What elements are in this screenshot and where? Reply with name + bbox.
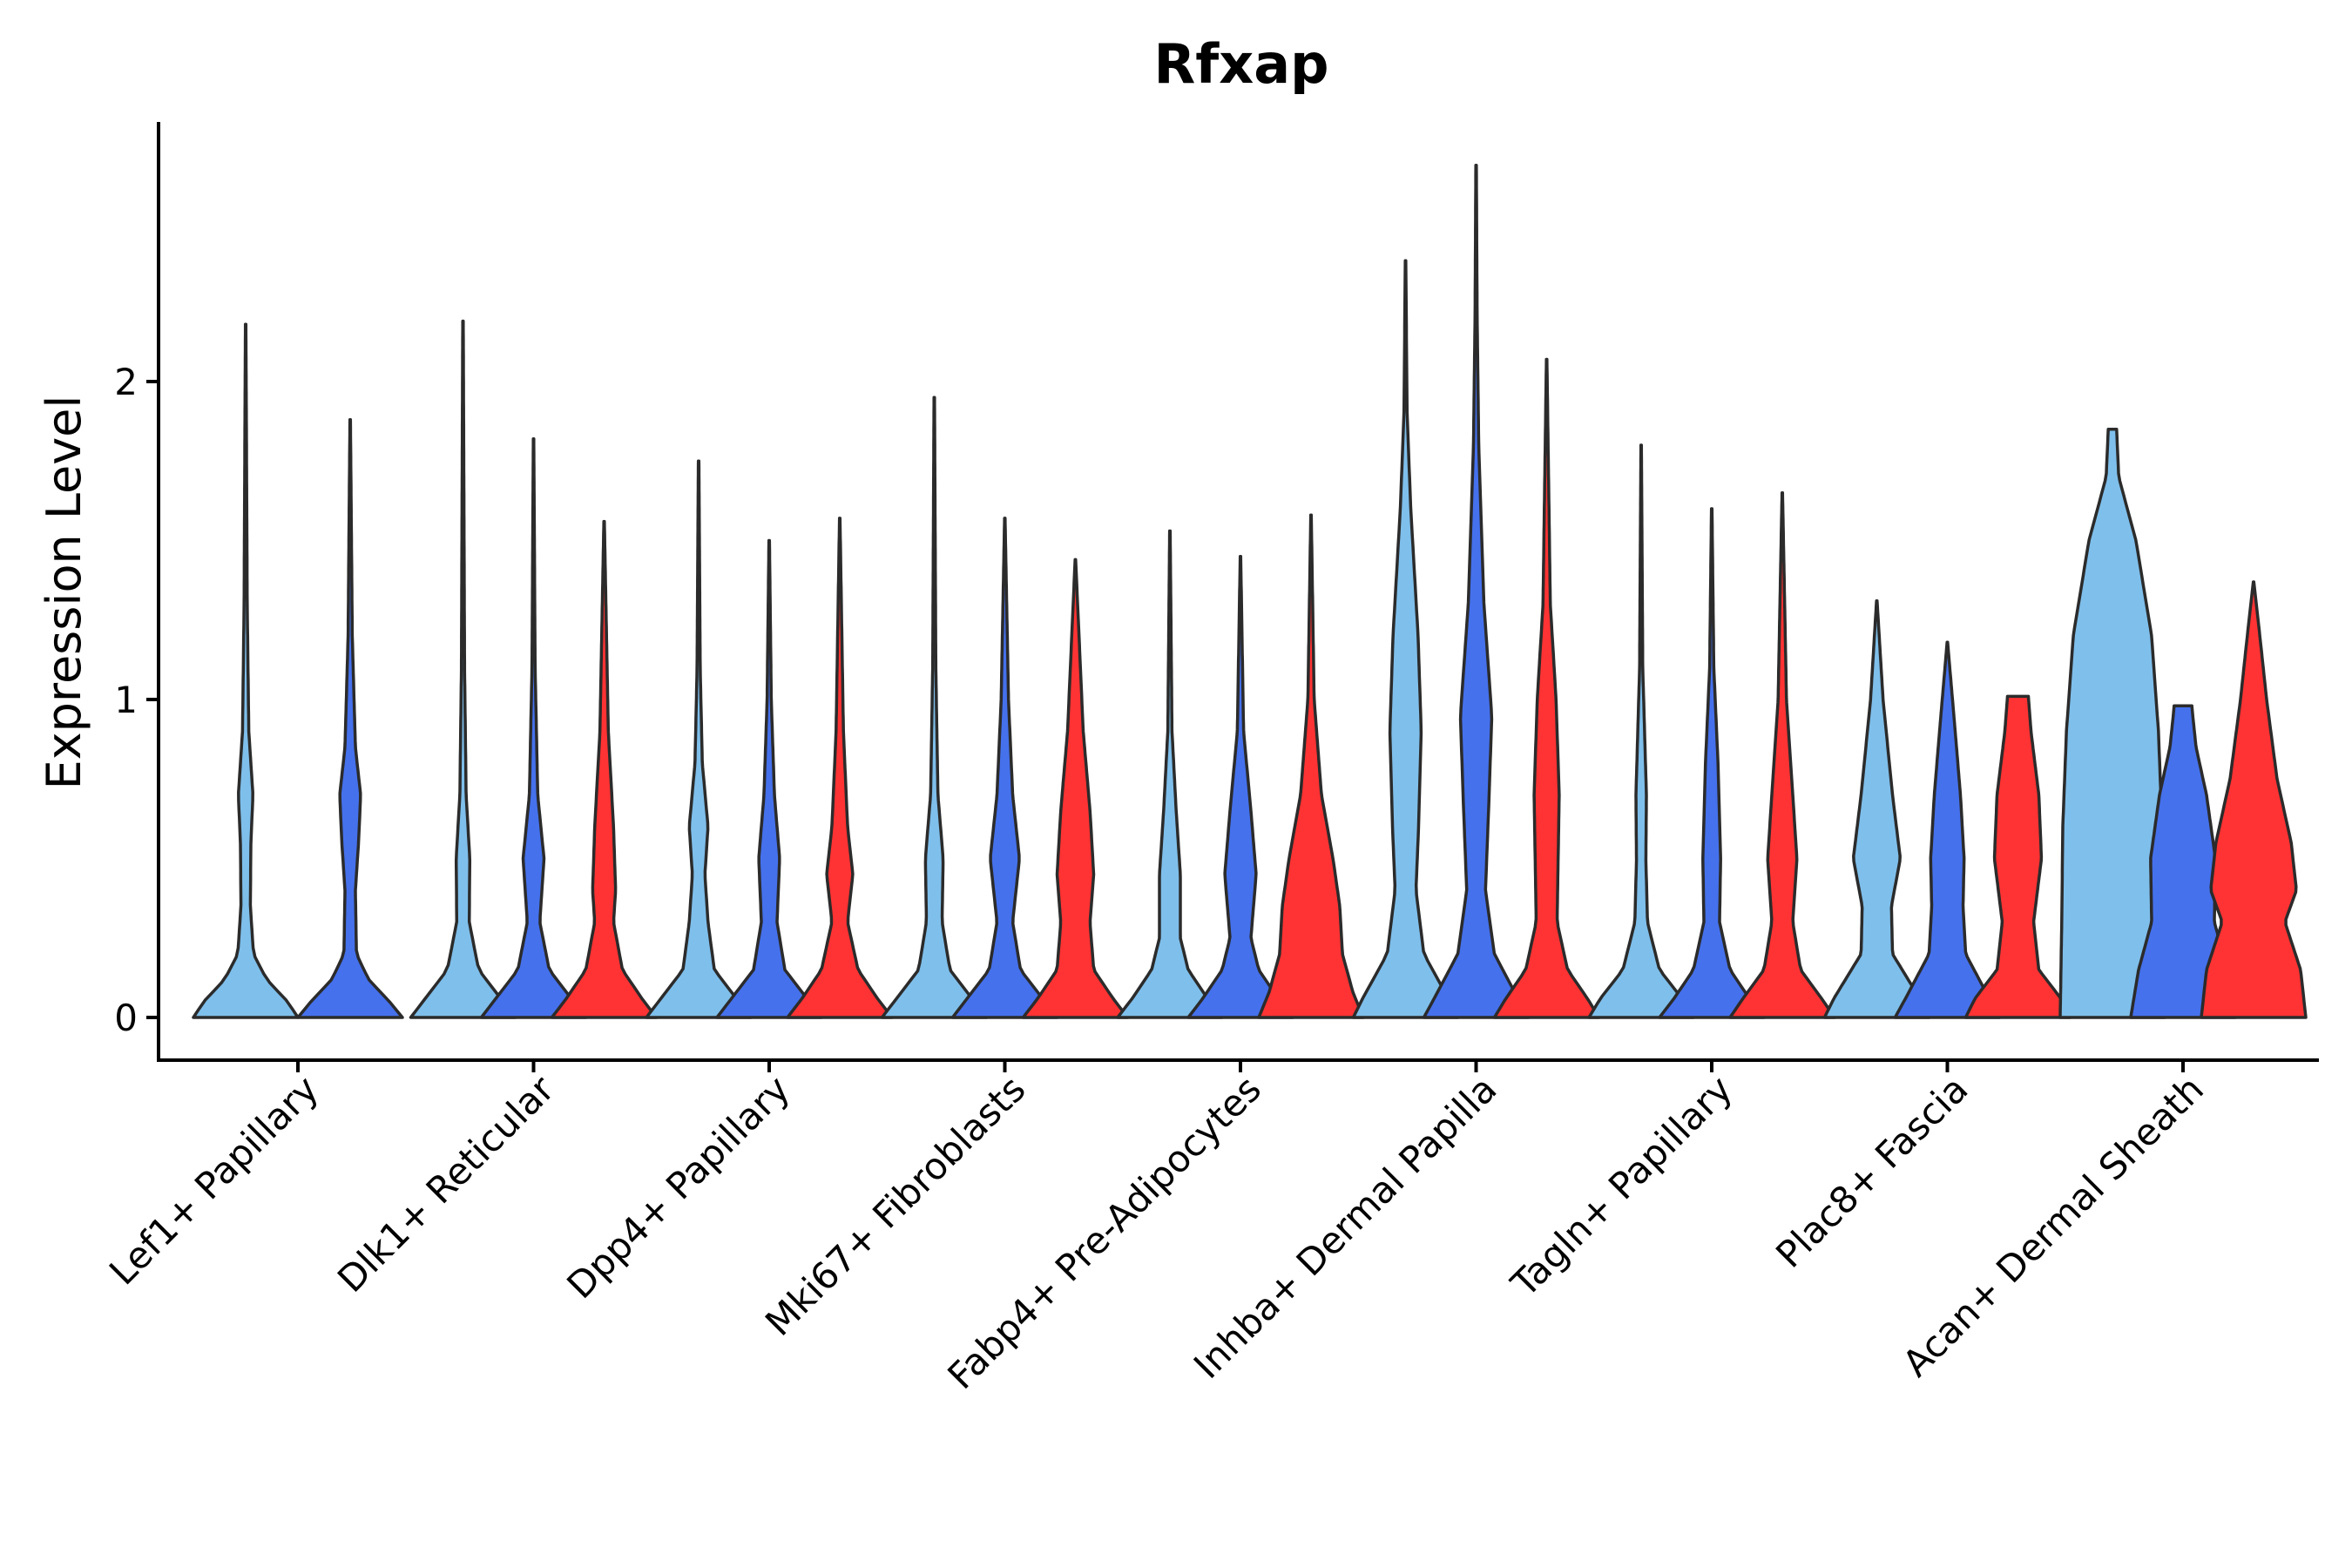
y-tick-label-0: 0: [114, 997, 138, 1039]
chart-title: Rfxap: [1154, 32, 1329, 96]
violin-group2-0: [296, 418, 404, 1019]
violin-group1-2: [645, 459, 753, 1019]
violin-group2-6: [1658, 507, 1766, 1019]
violin-group1-3: [880, 395, 989, 1019]
violin-group2-7: [1893, 640, 2002, 1019]
violin-group2-4: [1186, 555, 1294, 1019]
violin-group1-1: [409, 319, 517, 1019]
x-tick-label-3: Mki67+ Fibroblasts: [757, 1067, 1033, 1343]
violin-group1-4: [1116, 529, 1224, 1019]
violin-group3-5: [1492, 357, 1601, 1019]
x-tick-label-2: Dpp4+ Papillary: [558, 1067, 798, 1307]
violin-group3-4: [1257, 513, 1365, 1019]
violin-group1-0: [192, 322, 300, 1019]
violin-group1-5: [1351, 259, 1460, 1019]
y-axis-label: Expression Level: [37, 395, 91, 790]
violin-group2-1: [479, 436, 588, 1019]
y-tick-label-1: 1: [114, 679, 138, 721]
violin-group2-3: [950, 517, 1059, 1019]
violin-group3-7: [1963, 694, 2072, 1019]
violin-group3-1: [550, 519, 659, 1019]
violin-group2-2: [715, 538, 823, 1019]
x-tick-label-0: Lef1+ Papillary: [101, 1067, 327, 1293]
y-tick-label-2: 2: [114, 361, 138, 403]
violin-group3-8: [2200, 580, 2308, 1019]
violin-group2-8: [2129, 704, 2237, 1019]
violin-group1-6: [1587, 443, 1695, 1019]
x-tick-label-7: Plac8+ Fascia: [1767, 1067, 1976, 1275]
violin-group3-3: [1021, 558, 1130, 1019]
violin-group1-7: [1822, 599, 1931, 1019]
violin-group2-5: [1422, 164, 1531, 1019]
violin-group3-2: [786, 517, 894, 1019]
violin-group3-6: [1728, 491, 1836, 1019]
x-tick-label-1: Dlk1+ Reticular: [329, 1067, 563, 1301]
x-tick-label-6: Tagln+ Papillary: [1503, 1067, 1740, 1305]
plot-area: [192, 164, 2308, 1019]
